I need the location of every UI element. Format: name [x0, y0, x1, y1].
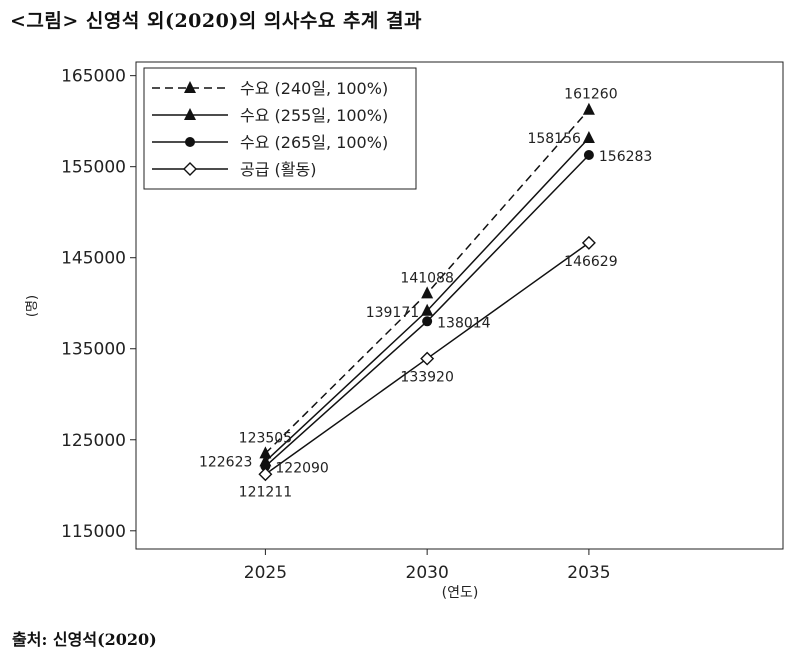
- legend-marker: [185, 137, 195, 147]
- series-marker: [581, 235, 596, 250]
- legend-marker: [183, 162, 197, 176]
- legend: 수요 (240일, 100%) 수요 (255일, 100%) 수요 (265일, …: [143, 67, 417, 190]
- data-label: 158156: [527, 131, 581, 147]
- series-marker: [422, 316, 433, 327]
- y-axis: 115000 125000 135000 145000 155000 165000: [61, 67, 136, 542]
- y-tick-label: 125000: [61, 431, 126, 451]
- data-label: 156283: [599, 149, 652, 165]
- y-axis-label: (명): [25, 295, 40, 317]
- data-label: 133920: [400, 370, 453, 386]
- x-tick-label: 2030: [406, 563, 449, 583]
- plot-area-frame: [135, 61, 784, 550]
- legend-label: 수요 (255일, 100%): [240, 106, 388, 125]
- data-label-layer: 123505 141088 161260 122623 139171 158156 1220…: [199, 87, 652, 501]
- series-marker: [582, 130, 595, 143]
- y-tick-label: 135000: [61, 340, 126, 360]
- legend-marker: [184, 108, 196, 120]
- data-label: 161260: [564, 87, 617, 103]
- data-label: 122090: [275, 460, 328, 476]
- data-label: 138014: [437, 315, 491, 331]
- series-marker: [421, 286, 434, 299]
- series-marker: [583, 150, 594, 161]
- x-tick-label: 2025: [244, 563, 287, 583]
- data-label: 122623: [199, 454, 252, 470]
- series-marker: [260, 461, 271, 472]
- series-layer: [258, 102, 596, 482]
- data-label: 123505: [239, 430, 292, 446]
- x-axis: 2025 2030 2035: [244, 549, 611, 583]
- series-marker: [420, 351, 435, 366]
- data-label: 121211: [239, 484, 292, 500]
- data-label: 146629: [564, 254, 617, 270]
- legend-label: 수요 (240일, 100%): [240, 79, 388, 98]
- series-marker: [421, 303, 434, 316]
- y-tick-label: 115000: [61, 522, 126, 542]
- data-label: 139171: [366, 305, 419, 321]
- x-axis-label: (연도): [442, 585, 479, 601]
- source-note: 출처: 신영석(2020): [12, 630, 157, 649]
- y-tick-label: 145000: [61, 249, 126, 269]
- y-tick-label: 165000: [61, 67, 126, 87]
- figure-caption: <그림> 신영석 외(2020)의 의사수요 추계 결과: [10, 10, 422, 32]
- x-tick-label: 2035: [567, 563, 610, 583]
- legend-label: 수요 (265일, 100%): [240, 133, 388, 152]
- series-marker: [259, 446, 272, 459]
- series-marker: [582, 102, 595, 115]
- series-marker: [258, 467, 273, 482]
- legend-label: 공급 (활동): [240, 160, 316, 179]
- y-tick-label: 155000: [61, 158, 126, 178]
- legend-marker: [184, 81, 196, 93]
- data-label: 141088: [400, 270, 453, 286]
